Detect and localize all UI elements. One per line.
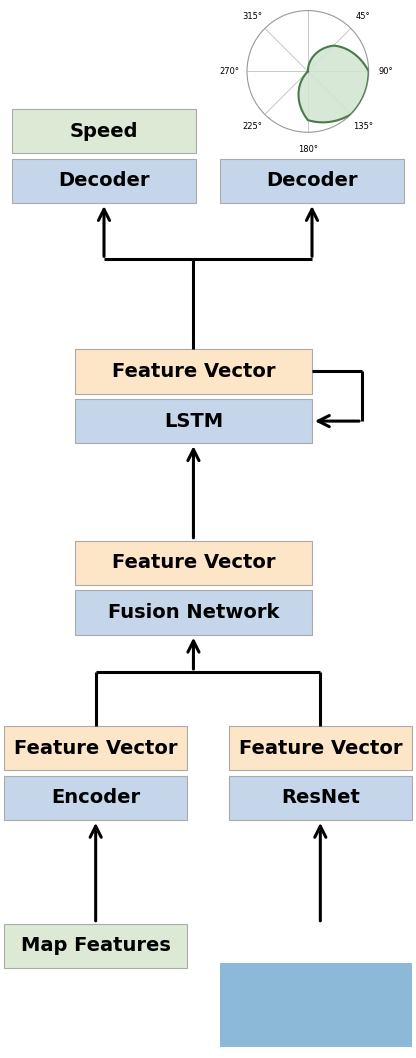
FancyBboxPatch shape — [75, 541, 312, 585]
Polygon shape — [299, 45, 369, 123]
FancyBboxPatch shape — [229, 726, 412, 770]
FancyBboxPatch shape — [4, 726, 187, 770]
FancyBboxPatch shape — [220, 159, 404, 203]
Text: Decoder: Decoder — [58, 171, 150, 190]
FancyBboxPatch shape — [75, 590, 312, 635]
FancyBboxPatch shape — [4, 776, 187, 820]
Text: Feature Vector: Feature Vector — [238, 738, 402, 758]
Text: Feature Vector: Feature Vector — [111, 362, 275, 381]
Text: ResNet: ResNet — [281, 788, 360, 807]
Text: Encoder: Encoder — [51, 788, 140, 807]
Text: Speed: Speed — [70, 122, 138, 141]
FancyBboxPatch shape — [12, 159, 196, 203]
FancyBboxPatch shape — [229, 776, 412, 820]
Text: Feature Vector: Feature Vector — [14, 738, 178, 758]
Text: Map Features: Map Features — [21, 936, 171, 955]
FancyBboxPatch shape — [4, 924, 187, 968]
FancyBboxPatch shape — [75, 349, 312, 394]
Text: Decoder: Decoder — [266, 171, 358, 190]
FancyBboxPatch shape — [12, 109, 196, 153]
Text: Fusion Network: Fusion Network — [108, 603, 279, 622]
Text: Feature Vector: Feature Vector — [111, 553, 275, 572]
Text: LSTM: LSTM — [164, 412, 223, 431]
FancyBboxPatch shape — [75, 399, 312, 443]
